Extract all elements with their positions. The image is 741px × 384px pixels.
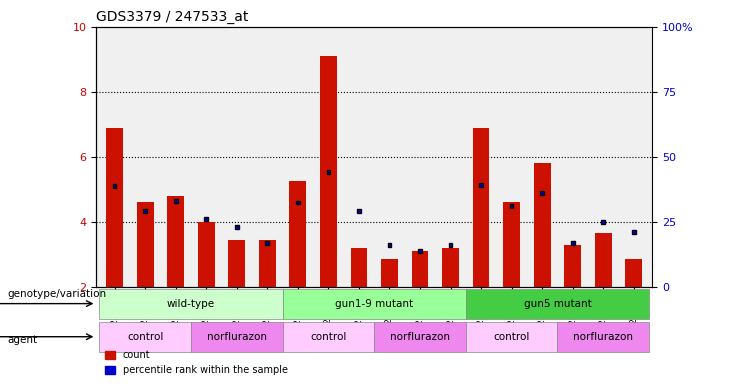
Bar xyxy=(137,202,153,287)
Bar xyxy=(625,260,642,287)
FancyBboxPatch shape xyxy=(540,191,544,195)
Bar xyxy=(228,240,245,287)
FancyBboxPatch shape xyxy=(357,209,361,213)
FancyBboxPatch shape xyxy=(205,217,208,221)
Bar xyxy=(565,245,581,287)
Bar xyxy=(503,202,520,287)
Text: gun1-9 mutant: gun1-9 mutant xyxy=(335,299,413,309)
Bar xyxy=(442,248,459,287)
FancyBboxPatch shape xyxy=(571,241,574,245)
Bar xyxy=(350,248,368,287)
Bar xyxy=(595,233,611,287)
FancyBboxPatch shape xyxy=(602,220,605,224)
FancyBboxPatch shape xyxy=(418,249,422,253)
Text: norflurazon: norflurazon xyxy=(574,332,634,342)
Text: norflurazon: norflurazon xyxy=(390,332,450,342)
FancyBboxPatch shape xyxy=(388,243,391,247)
Bar xyxy=(534,164,551,287)
Bar xyxy=(106,128,123,287)
Bar xyxy=(381,260,398,287)
Text: norflurazon: norflurazon xyxy=(207,332,267,342)
Text: genotype/variation: genotype/variation xyxy=(7,289,107,299)
Legend: count, percentile rank within the sample: count, percentile rank within the sample xyxy=(102,346,291,379)
Text: GDS3379 / 247533_at: GDS3379 / 247533_at xyxy=(96,10,249,25)
FancyBboxPatch shape xyxy=(466,289,649,318)
Text: agent: agent xyxy=(7,335,38,345)
Bar xyxy=(290,181,306,287)
FancyBboxPatch shape xyxy=(296,200,299,204)
Text: control: control xyxy=(127,332,163,342)
FancyBboxPatch shape xyxy=(510,204,514,208)
FancyBboxPatch shape xyxy=(466,322,557,352)
FancyBboxPatch shape xyxy=(235,225,239,229)
FancyBboxPatch shape xyxy=(449,243,452,247)
Bar xyxy=(198,222,215,287)
FancyBboxPatch shape xyxy=(327,170,330,174)
FancyBboxPatch shape xyxy=(99,289,282,318)
Bar xyxy=(411,251,428,287)
Bar xyxy=(167,196,184,287)
Text: gun5 mutant: gun5 mutant xyxy=(524,299,591,309)
Text: control: control xyxy=(494,332,530,342)
FancyBboxPatch shape xyxy=(143,209,147,213)
FancyBboxPatch shape xyxy=(174,199,178,203)
FancyBboxPatch shape xyxy=(479,183,483,187)
FancyBboxPatch shape xyxy=(191,322,282,352)
FancyBboxPatch shape xyxy=(374,322,466,352)
FancyBboxPatch shape xyxy=(99,322,191,352)
FancyBboxPatch shape xyxy=(632,230,636,234)
FancyBboxPatch shape xyxy=(557,322,649,352)
FancyBboxPatch shape xyxy=(113,184,116,188)
Text: wild-type: wild-type xyxy=(167,299,215,309)
FancyBboxPatch shape xyxy=(282,289,466,318)
Bar xyxy=(259,240,276,287)
Bar xyxy=(473,128,490,287)
Bar xyxy=(320,56,337,287)
FancyBboxPatch shape xyxy=(265,241,269,245)
Text: control: control xyxy=(310,332,347,342)
FancyBboxPatch shape xyxy=(282,322,374,352)
